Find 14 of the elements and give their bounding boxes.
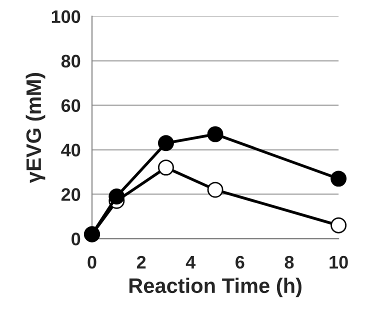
x-tick-label: 10 xyxy=(330,256,348,269)
x-tick-label: 0 xyxy=(88,256,96,269)
y-axis-title: γEVG (mM) xyxy=(26,73,46,184)
x-tick-label: 4 xyxy=(186,256,196,268)
x-axis-title: Reaction Time (h) xyxy=(129,278,302,298)
y-tick-label: 80 xyxy=(61,54,80,68)
x-tick-label: 8 xyxy=(284,256,294,269)
y-tick-label: 60 xyxy=(61,99,80,112)
y-tick-label: 0 xyxy=(72,232,80,246)
y-tick-label: 100 xyxy=(52,10,80,24)
y-tick-label: 20 xyxy=(61,188,80,201)
x-tick-label: 6 xyxy=(236,256,244,269)
y-tick-label: 40 xyxy=(61,144,80,156)
x-tick-label: 2 xyxy=(136,256,146,268)
